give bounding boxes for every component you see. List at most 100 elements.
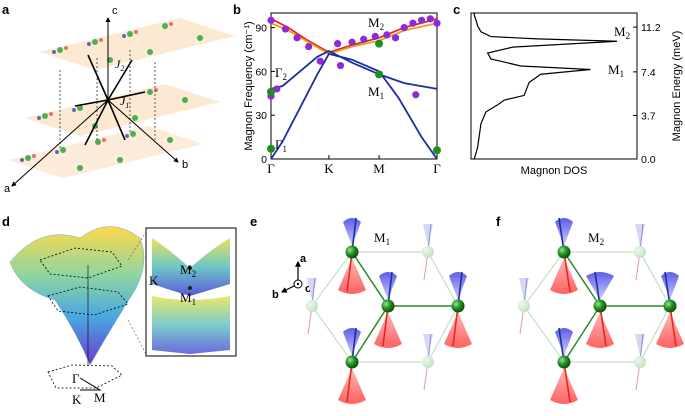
c-ytick-label: 0.0 xyxy=(641,154,656,166)
c-annot-m1: M1 xyxy=(608,62,624,79)
b-point-green xyxy=(375,70,384,79)
b-point-purple xyxy=(316,57,324,65)
spin-cone-blue xyxy=(449,272,467,300)
bz-m: M xyxy=(94,390,106,405)
b-point-purple xyxy=(267,16,275,24)
spin-cone-red xyxy=(550,258,578,294)
f-title: M2 xyxy=(588,230,604,247)
atom-dark xyxy=(451,299,465,313)
b-ylabel: Magnon Frequency (cm⁻¹) xyxy=(243,21,255,150)
panel-label-a: a xyxy=(2,2,10,17)
spin-cone-faint xyxy=(635,334,645,356)
spin-cone-red xyxy=(586,312,614,348)
atom-pale xyxy=(634,356,646,368)
j1-label: J1 xyxy=(120,94,129,110)
spin-arrow-red xyxy=(669,305,677,347)
b-series-line xyxy=(270,52,438,160)
b-ytick-label: 90 xyxy=(255,23,267,35)
spin-arrow-red xyxy=(346,361,353,403)
panel-label-b: b xyxy=(233,2,241,17)
panel-f: f M2 xyxy=(496,214,684,404)
e-lattice xyxy=(306,217,472,404)
spin-cone-blue xyxy=(661,272,679,300)
e-title: M1 xyxy=(374,230,390,247)
c-ytick-label: 3.7 xyxy=(641,110,656,122)
spin-arrow-red xyxy=(382,305,389,347)
spin-arrow-red xyxy=(599,305,607,347)
c-xlabel: Magnon DOS xyxy=(521,165,588,177)
spin-cone-red xyxy=(550,368,578,404)
b-point-purple xyxy=(433,19,441,27)
b-point-purple xyxy=(336,61,345,70)
spin-cone-faint xyxy=(423,334,433,356)
spin-arrow-red xyxy=(563,251,571,293)
b-series-line xyxy=(270,49,438,90)
b-point-purple xyxy=(360,35,368,43)
b-point-purple xyxy=(383,31,391,39)
bond xyxy=(523,305,565,363)
bond xyxy=(311,305,353,363)
b-point-purple xyxy=(371,32,379,40)
b-point-purple xyxy=(281,25,290,33)
d-m1: M1 xyxy=(180,290,196,307)
b-ytick-label: 0 xyxy=(261,154,267,166)
d-k-side: K xyxy=(149,273,159,288)
bond xyxy=(427,305,459,363)
spin-arrow-red xyxy=(563,361,571,403)
upper-cone xyxy=(152,238,230,296)
b-ytick-label: 30 xyxy=(255,110,267,122)
layer-middle xyxy=(25,84,220,136)
c-ytick-label: 7.4 xyxy=(641,67,656,79)
zoom-lines xyxy=(127,231,147,355)
hexagon-on-surface xyxy=(39,247,129,316)
b-point-purple xyxy=(426,15,434,23)
spin-cone-red xyxy=(338,368,366,404)
atom-dark xyxy=(557,355,571,369)
layer-bottom xyxy=(8,126,203,178)
bond xyxy=(351,305,389,363)
spin-cone-red xyxy=(444,312,472,348)
f-lattice xyxy=(518,217,684,404)
c-annot-m2: M2 xyxy=(614,24,630,41)
c-yticks: 0.0 3.7 7.4 11.2 xyxy=(633,22,661,166)
spin-cone-blue xyxy=(379,272,397,300)
axes-abc xyxy=(11,17,179,187)
spin-cone-faint xyxy=(423,224,433,246)
atom-dark xyxy=(345,245,359,259)
bond xyxy=(639,305,671,363)
panel-label-d: d xyxy=(2,214,10,229)
bz-path xyxy=(79,377,102,391)
spin-cone-red xyxy=(374,312,402,348)
c-ylabel: Magnon Energy (meV) xyxy=(671,31,683,142)
b-frame xyxy=(270,12,438,160)
b-annot-m2: M2 xyxy=(368,15,384,32)
spin-cone-blue xyxy=(555,218,573,246)
atom-pale xyxy=(422,246,434,258)
e-axis-c: c xyxy=(305,283,311,295)
b-xtick-label: Γ xyxy=(267,161,275,176)
bond xyxy=(563,251,601,307)
panel-b: b Magnon Frequency (cm⁻¹) 0 30 60 90 Γ K M Γ M… xyxy=(233,2,441,176)
atom-dark xyxy=(663,299,677,313)
spin-arrow-red xyxy=(346,251,353,293)
spin-cone-blue xyxy=(343,218,361,246)
b-ytick-label: 60 xyxy=(255,66,267,78)
d-m2: M2 xyxy=(180,262,196,279)
atom-pale xyxy=(306,300,318,312)
panel-label-e: e xyxy=(250,214,257,229)
bond xyxy=(351,251,389,307)
atom-dark xyxy=(345,355,359,369)
b-point-green xyxy=(267,144,275,153)
b-yticks: 0 30 60 90 xyxy=(255,23,275,166)
m1-point xyxy=(188,286,192,290)
panel-c: c 0.0 3.7 7.4 11.2 Magnon DOS Magnon Energy… xyxy=(453,2,683,177)
e-axis-a: a xyxy=(300,253,307,265)
c-frame xyxy=(470,12,638,160)
spin-cone-blue xyxy=(343,328,361,356)
b-xtick-label: K xyxy=(324,161,334,176)
spin-cone-faint xyxy=(635,224,645,246)
spin-cone-red xyxy=(656,312,684,348)
panel-label-f: f xyxy=(496,214,501,229)
